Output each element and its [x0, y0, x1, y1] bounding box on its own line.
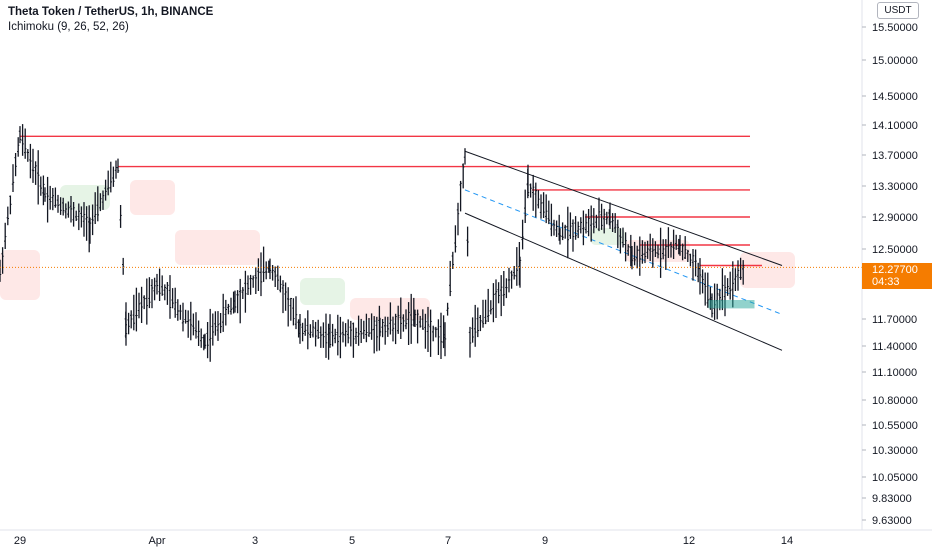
- cloud-bearish: [130, 180, 175, 215]
- last-price-value: 12.27700: [872, 264, 918, 276]
- time-tick-label: 12: [683, 535, 695, 547]
- price-tick-label: 14.50000: [872, 91, 918, 103]
- time-tick-label: 7: [445, 535, 451, 547]
- price-tick-label: 10.80000: [872, 395, 918, 407]
- price-tick-label: 9.63000: [872, 515, 912, 527]
- price-tick-label: 15.00000: [872, 55, 918, 67]
- price-tick-label: 10.05000: [872, 472, 918, 484]
- cloud-bullish: [300, 278, 345, 305]
- cloud-bearish: [740, 252, 795, 288]
- price-tick-label: 11.10000: [872, 367, 917, 379]
- price-tick-label: 11.40000: [872, 341, 917, 353]
- cloud-bearish: [175, 230, 260, 265]
- currency-button[interactable]: USDT: [877, 2, 919, 19]
- time-tick-label: 29: [14, 535, 26, 547]
- price-tick-label: 13.70000: [872, 150, 918, 162]
- price-tick-label: 10.30000: [872, 445, 918, 457]
- price-tick-label: 10.55000: [872, 420, 918, 432]
- support-zone-box: [708, 300, 755, 309]
- time-tick-label: Apr: [148, 535, 165, 547]
- price-tick-label: 14.10000: [872, 120, 918, 132]
- channel-upper-line: [464, 150, 783, 266]
- chart-legend: Theta Token / TetherUS, 1h, BINANCE Ichi…: [8, 5, 213, 35]
- time-tick-label: 5: [349, 535, 355, 547]
- time-tick-label: 14: [781, 535, 793, 547]
- cloud-bearish: [0, 250, 40, 300]
- price-tick-label: 12.50000: [872, 244, 918, 256]
- price-tick-label: 15.50000: [872, 22, 918, 34]
- price-tick-label: 13.30000: [872, 181, 918, 193]
- symbol-title[interactable]: Theta Token / TetherUS, 1h, BINANCE: [8, 6, 214, 18]
- time-tick-label: 9: [542, 535, 548, 547]
- channel-lower-line: [464, 212, 783, 351]
- cloud-bullish: [590, 228, 625, 245]
- price-tick-label: 11.70000: [872, 314, 917, 326]
- ichimoku-cloud: [0, 180, 795, 320]
- annotations: [0, 266, 862, 309]
- indicator-label[interactable]: Ichimoku (9, 26, 52, 26): [8, 21, 129, 33]
- price-tick-label: 12.90000: [872, 212, 918, 224]
- candles: [0, 124, 745, 362]
- bar-countdown: 04:33: [872, 276, 900, 288]
- price-tick-label: 9.83000: [872, 493, 912, 505]
- last-price-label: 12.27700 04:33: [862, 263, 932, 289]
- channel-middle-line: [464, 189, 783, 315]
- descending-channel: [464, 150, 783, 351]
- time-axis: 29 Apr 3 5 7 9 12 14: [14, 535, 793, 547]
- time-tick-label: 3: [252, 535, 258, 547]
